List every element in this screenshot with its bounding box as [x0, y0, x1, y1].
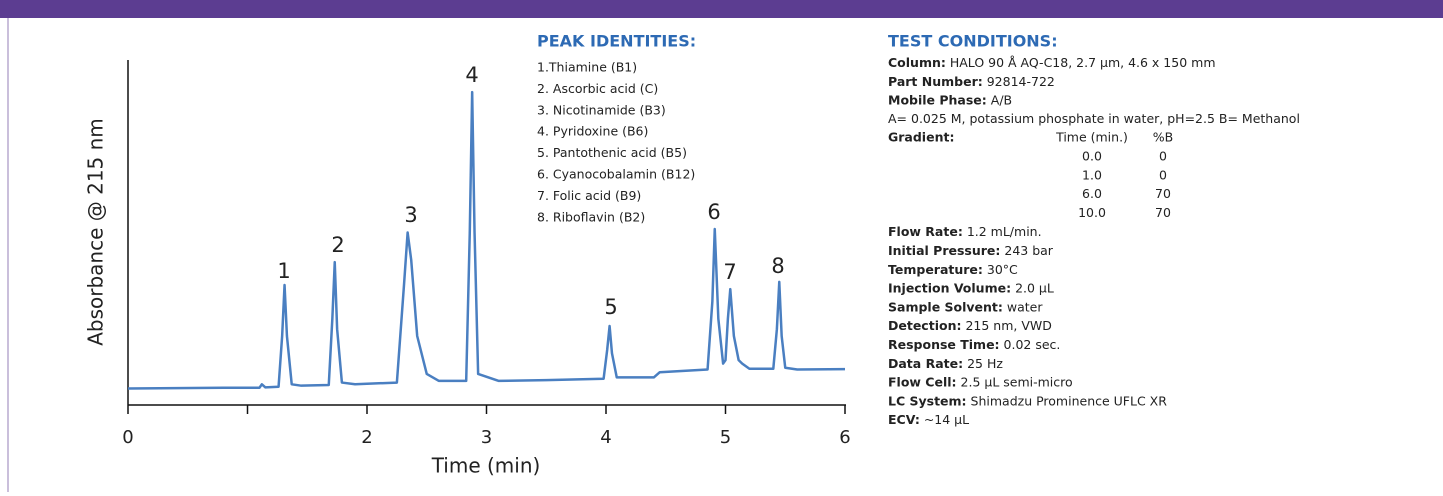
condition-value: water	[1007, 299, 1043, 314]
condition-label: Flow Rate:	[888, 224, 963, 239]
condition-value: 243 bar	[1004, 243, 1053, 258]
gradient-label: Gradient:	[888, 130, 954, 145]
peak-label: 5	[604, 295, 617, 319]
condition: Sample Solvent: water	[888, 299, 1043, 314]
gradient-cell: 0.0	[1082, 149, 1102, 164]
condition: Response Time: 0.02 sec.	[888, 337, 1060, 352]
condition: Injection Volume: 2.0 µL	[888, 280, 1054, 295]
peak-identity: 5. Pantothenic acid (B5)	[537, 145, 687, 160]
condition-label: Sample Solvent:	[888, 299, 1003, 314]
top-bar	[0, 0, 1443, 18]
peak-identity: 4. Pyridoxine (B6)	[537, 124, 648, 139]
condition-value: 2.5 µL semi-micro	[961, 374, 1073, 389]
condition-label: ECV:	[888, 412, 920, 427]
condition: Flow Cell: 2.5 µL semi-micro	[888, 374, 1073, 389]
condition-label: Mobile Phase:	[888, 92, 987, 107]
gradient-cell: 1.0	[1082, 167, 1102, 182]
condition: ECV: ~14 µL	[888, 412, 969, 427]
x-axis-label: Time (min)	[431, 454, 541, 478]
condition-label: Part Number:	[888, 73, 983, 88]
gradient-cell: 70	[1155, 186, 1171, 201]
gradient-cell: 70	[1155, 205, 1171, 220]
condition-value: ~14 µL	[924, 412, 969, 427]
condition-label: Temperature:	[888, 261, 983, 276]
peak-label: 1	[277, 259, 290, 283]
condition-label: Detection:	[888, 318, 961, 333]
condition-value: 1.2 mL/min.	[967, 224, 1042, 239]
condition-value: HALO 90 Å AQ-C18, 2.7 µm, 4.6 x 150 mm	[950, 55, 1216, 70]
peak-label: 2	[331, 233, 344, 257]
condition: Part Number: 92814-722	[888, 73, 1055, 88]
x-tick-label: 5	[720, 427, 731, 448]
mobile-phase-note: A= 0.025 M, potassium phosphate in water…	[888, 111, 1300, 126]
peak-label: 7	[723, 260, 736, 284]
peak-identity: 3. Nicotinamide (B3)	[537, 102, 666, 117]
condition-label: Flow Cell:	[888, 374, 957, 389]
condition: Data Rate: 25 Hz	[888, 355, 1003, 370]
peak-label: 6	[707, 200, 720, 224]
condition: Temperature: 30°C	[888, 261, 1018, 276]
x-tick-label: 6	[839, 427, 850, 448]
condition: LC System: Shimadzu Prominence UFLC XR	[888, 393, 1167, 408]
peak-label: 3	[404, 203, 417, 227]
condition: Column: HALO 90 Å AQ-C18, 2.7 µm, 4.6 x …	[888, 55, 1216, 70]
peak-identities-title: PEAK IDENTITIES:	[537, 32, 696, 51]
peak-identity: 6. Cyanocobalamin (B12)	[537, 167, 695, 182]
peak-identity: 1.Thiamine (B1)	[537, 60, 637, 75]
condition: Mobile Phase: A/B	[888, 92, 1012, 107]
condition-value: 0.02 sec.	[1004, 337, 1061, 352]
gradient-cell: 6.0	[1082, 186, 1102, 201]
condition-value: A/B	[991, 92, 1012, 107]
condition-value: 30°C	[987, 261, 1018, 276]
peak-identity: 2. Ascorbic acid (C)	[537, 81, 658, 96]
peak-identity: 7. Folic acid (B9)	[537, 188, 641, 203]
condition-value: Shimadzu Prominence UFLC XR	[971, 393, 1168, 408]
condition-value: 215 nm, VWD	[965, 318, 1051, 333]
trace	[127, 90, 846, 390]
gradient-cell: 10.0	[1078, 205, 1106, 220]
condition-value: 25 Hz	[967, 355, 1003, 370]
condition-label: Initial Pressure:	[888, 243, 1000, 258]
condition-label: LC System:	[888, 393, 967, 408]
gradient-cell: 0	[1159, 167, 1167, 182]
condition-value: 2.0 µL	[1015, 280, 1054, 295]
gradient-cell: 0	[1159, 149, 1167, 164]
condition-label: Column:	[888, 55, 946, 70]
condition-label: Response Time:	[888, 337, 1000, 352]
condition-value: 92814-722	[987, 73, 1055, 88]
gradient-header: %B	[1153, 130, 1173, 145]
condition-label: Data Rate:	[888, 355, 963, 370]
condition-label: Injection Volume:	[888, 280, 1011, 295]
peak-identity: 8. Riboflavin (B2)	[537, 209, 645, 224]
x-tick-label: 4	[600, 427, 611, 448]
peak-label: 4	[465, 63, 478, 87]
condition: Detection: 215 nm, VWD	[888, 318, 1052, 333]
x-tick-label: 3	[481, 427, 492, 448]
condition: Initial Pressure: 243 bar	[888, 243, 1054, 258]
peak-label: 8	[771, 254, 784, 278]
y-axis-label: Absorbance @ 215 nm	[84, 118, 108, 346]
gradient-header: Time (min.)	[1055, 130, 1128, 145]
x-tick-label: 2	[361, 427, 372, 448]
test-conditions-title: TEST CONDITIONS:	[888, 32, 1058, 51]
condition: Flow Rate: 1.2 mL/min.	[888, 224, 1042, 239]
x-tick-label: 0	[122, 427, 133, 448]
